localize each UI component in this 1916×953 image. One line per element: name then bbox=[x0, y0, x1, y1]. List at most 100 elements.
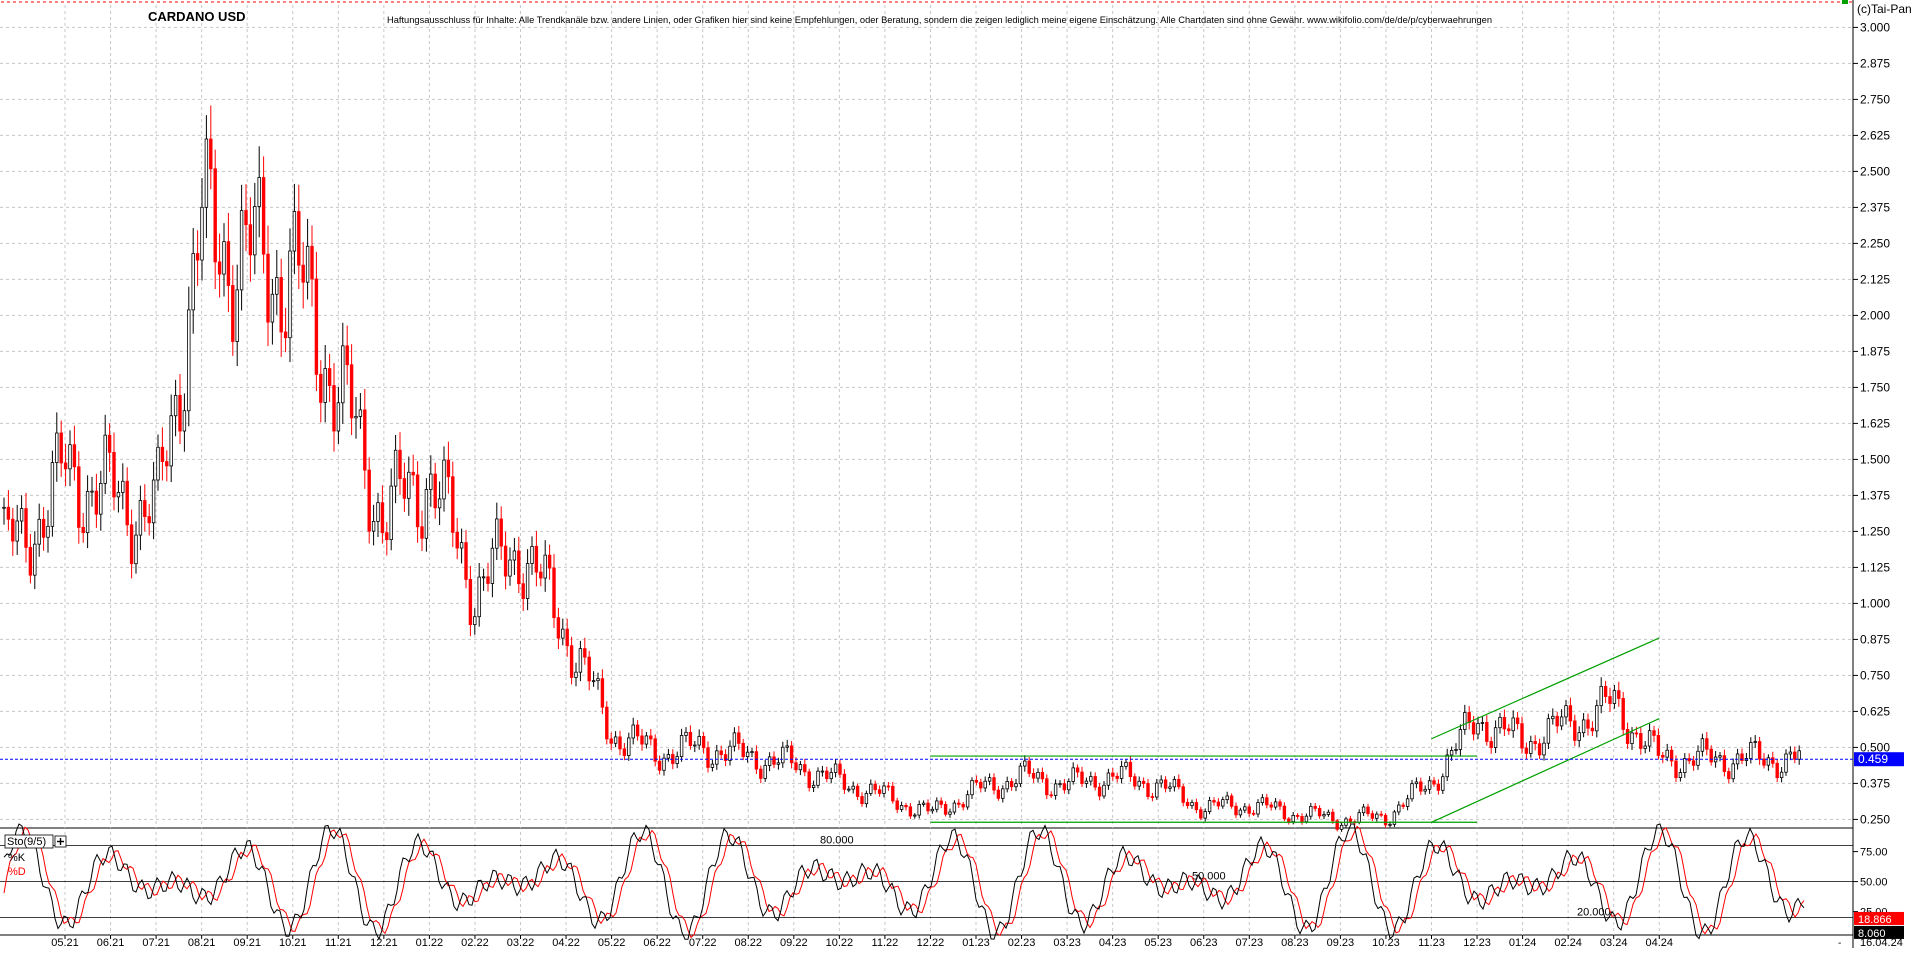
candle bbox=[543, 540, 547, 592]
y-tick-label: 2.375 bbox=[1860, 200, 1890, 214]
candle bbox=[1590, 721, 1595, 737]
candle bbox=[415, 461, 420, 543]
x-tick-label: 12.21 bbox=[370, 937, 398, 948]
x-tick-label: 07.23 bbox=[1236, 937, 1264, 948]
candle bbox=[1273, 797, 1278, 810]
candle bbox=[1691, 755, 1696, 771]
x-tick-label: 11.21 bbox=[325, 937, 352, 948]
candle bbox=[222, 223, 226, 297]
candle bbox=[728, 740, 732, 766]
candle bbox=[1643, 741, 1647, 754]
candle bbox=[565, 618, 569, 657]
candle bbox=[182, 393, 187, 452]
candle bbox=[459, 528, 464, 564]
candle bbox=[442, 446, 446, 512]
copyright-label: (c)Tai-Pan bbox=[1857, 2, 1912, 16]
candle bbox=[1177, 774, 1181, 790]
candle bbox=[1370, 810, 1375, 821]
candle bbox=[1155, 778, 1159, 800]
candle bbox=[1247, 803, 1251, 817]
candle bbox=[1075, 764, 1080, 778]
candle bbox=[684, 727, 688, 743]
expand-icon[interactable] bbox=[54, 835, 67, 848]
x-tick-label: 05.22 bbox=[598, 937, 626, 948]
y-tick-label: 2.250 bbox=[1860, 236, 1890, 250]
candle bbox=[1577, 726, 1581, 747]
candle bbox=[820, 765, 825, 777]
candle bbox=[1199, 806, 1203, 821]
candle bbox=[1529, 735, 1533, 758]
level-label: 80.000 bbox=[820, 835, 854, 847]
candle bbox=[112, 432, 116, 511]
candle bbox=[99, 470, 103, 531]
candle bbox=[1133, 773, 1137, 790]
candle bbox=[143, 484, 147, 532]
candle bbox=[737, 725, 741, 750]
x-tick-label: 12.22 bbox=[917, 937, 945, 948]
candle bbox=[983, 776, 987, 792]
candle bbox=[204, 115, 209, 239]
candle bbox=[37, 503, 41, 557]
candle bbox=[1454, 743, 1458, 755]
candle bbox=[860, 792, 864, 807]
candle bbox=[855, 783, 860, 801]
candle bbox=[1705, 731, 1709, 756]
y-tick-label: 1.750 bbox=[1860, 380, 1890, 394]
candle bbox=[1766, 754, 1771, 771]
candle bbox=[1771, 751, 1775, 768]
candle bbox=[398, 432, 402, 495]
candle bbox=[1309, 802, 1313, 820]
candle bbox=[121, 463, 125, 510]
d-value-label: 18.866 bbox=[1858, 914, 1892, 926]
candle bbox=[873, 780, 877, 795]
candle bbox=[1581, 713, 1586, 738]
candle bbox=[503, 531, 508, 590]
candle bbox=[1617, 681, 1621, 707]
candle bbox=[1067, 778, 1071, 795]
candle bbox=[1031, 768, 1036, 783]
candle bbox=[1463, 704, 1467, 735]
candle bbox=[1331, 808, 1335, 824]
candle bbox=[424, 478, 429, 552]
candle bbox=[1062, 778, 1067, 794]
candle bbox=[882, 781, 886, 798]
candle bbox=[811, 780, 816, 793]
candle bbox=[354, 397, 358, 439]
candle bbox=[904, 802, 908, 811]
candle bbox=[125, 467, 129, 536]
x-tick-label: 03.22 bbox=[507, 937, 535, 948]
candle bbox=[257, 146, 261, 238]
candle bbox=[1045, 774, 1049, 800]
candle bbox=[81, 512, 85, 543]
disclaimer-text: Haftungsausschluss für Inhalte: Alle Tre… bbox=[387, 14, 1492, 25]
candle bbox=[1537, 738, 1542, 760]
candle bbox=[666, 748, 671, 762]
y-tick-label: 1.250 bbox=[1860, 524, 1890, 538]
candle bbox=[556, 607, 561, 650]
candle bbox=[785, 739, 789, 753]
candle bbox=[1793, 746, 1797, 764]
candle bbox=[1608, 687, 1612, 712]
candle bbox=[649, 728, 653, 746]
candle bbox=[248, 197, 253, 282]
candle bbox=[1379, 810, 1383, 818]
candle bbox=[798, 760, 803, 776]
last-date-label: 16.04.24 bbox=[1860, 937, 1903, 948]
candle bbox=[697, 729, 701, 750]
candle bbox=[1159, 775, 1163, 788]
y-tick-label: 3.000 bbox=[1860, 20, 1890, 34]
candle bbox=[1234, 802, 1238, 819]
candle bbox=[468, 565, 473, 637]
candle bbox=[1674, 755, 1678, 783]
candle bbox=[1419, 777, 1423, 796]
legend-d: %D bbox=[8, 866, 26, 878]
trend-line bbox=[1431, 718, 1660, 823]
candle bbox=[1190, 799, 1194, 809]
y-tick-label: 2.750 bbox=[1860, 92, 1890, 106]
candle bbox=[948, 808, 952, 818]
candle bbox=[1212, 797, 1216, 806]
candle bbox=[420, 510, 424, 552]
candle bbox=[1366, 803, 1370, 817]
